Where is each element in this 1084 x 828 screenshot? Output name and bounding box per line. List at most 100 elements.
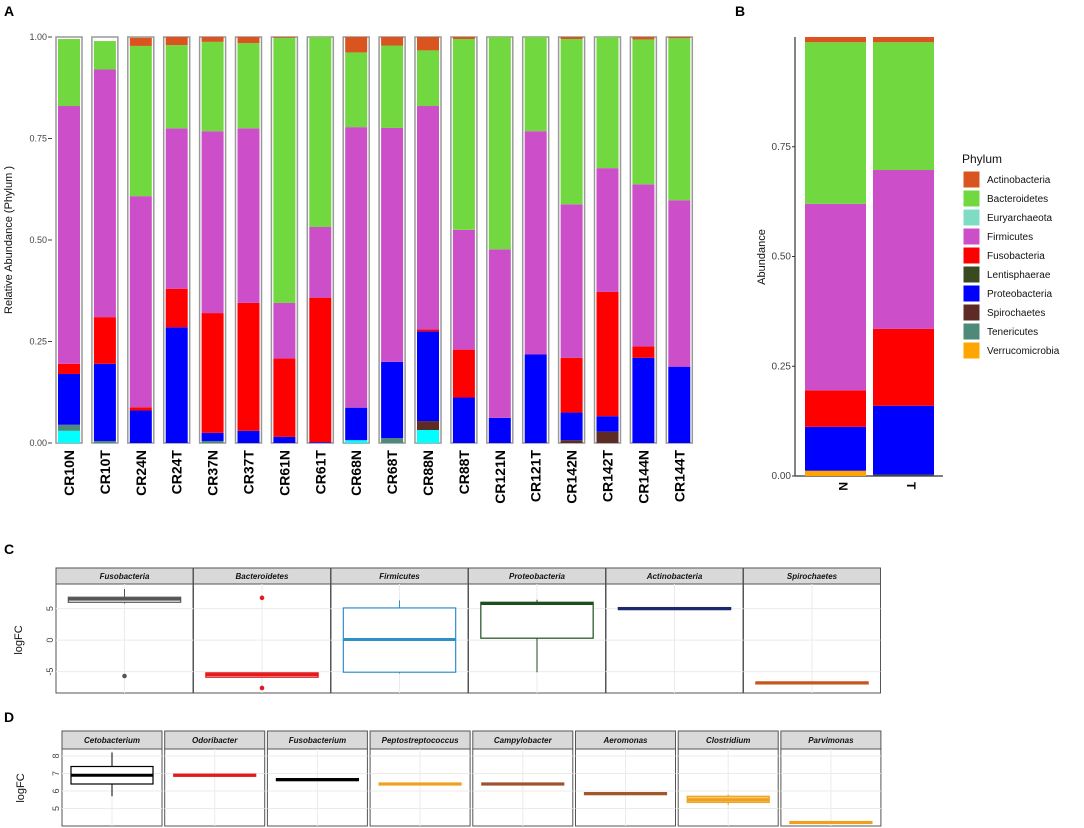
bar-segment bbox=[873, 170, 934, 329]
bar-segment bbox=[237, 128, 260, 303]
bar-segment bbox=[309, 442, 332, 443]
facet-label: Campylobacter bbox=[494, 736, 553, 745]
bar-segment bbox=[668, 200, 691, 367]
legend-key bbox=[962, 322, 981, 341]
bar-segment bbox=[58, 424, 80, 431]
bar-segment bbox=[873, 37, 934, 43]
y-tick-label: 5 bbox=[51, 806, 61, 811]
legend-key bbox=[962, 208, 981, 227]
legend-label: Euryarchaeota bbox=[987, 213, 1052, 224]
bar-segment bbox=[524, 131, 547, 355]
x-tick-label: CR142N bbox=[564, 450, 580, 504]
x-tick-label: CR37N bbox=[205, 450, 221, 496]
facet-label: Odoribacter bbox=[192, 736, 238, 745]
bar-segment bbox=[93, 363, 116, 441]
bar-segment bbox=[58, 363, 80, 374]
x-tick-label: CR121T bbox=[528, 450, 544, 503]
bar-segment bbox=[873, 42, 934, 171]
x-tick-label: CR61T bbox=[312, 450, 328, 495]
bar-segment bbox=[273, 37, 296, 303]
bar-segment bbox=[58, 39, 80, 107]
y-tick-label: 0.00 bbox=[29, 438, 47, 448]
bar-segment bbox=[345, 127, 368, 408]
bar-segment bbox=[632, 37, 655, 40]
y-tick-label: 0.75 bbox=[772, 142, 792, 153]
legend-label: Lentisphaerae bbox=[987, 270, 1051, 281]
panel-b-chart: 0.00 0.25 0.50 0.75 N T Actinobacteria Bacteroi… bbox=[772, 37, 1060, 491]
panel-label-d: D bbox=[4, 709, 14, 725]
bar-segment bbox=[309, 37, 332, 228]
legend-title: Phylum bbox=[962, 152, 1002, 166]
bar-segment bbox=[58, 430, 80, 443]
facet-label: Aeromonas bbox=[602, 736, 648, 745]
legend-label: Proteobacteria bbox=[987, 289, 1052, 300]
y-tick-label: 0.75 bbox=[29, 134, 47, 144]
bar-segment bbox=[632, 39, 655, 185]
legend-key bbox=[962, 170, 981, 189]
y-tick-label: -5 bbox=[45, 668, 55, 676]
bar-segment bbox=[805, 470, 866, 476]
x-tick-label: T bbox=[904, 482, 918, 490]
panel-label-c: C bbox=[4, 541, 14, 557]
legend-key bbox=[962, 227, 981, 246]
bar-segment bbox=[560, 412, 583, 441]
bar-segment bbox=[201, 41, 224, 132]
bar-segment bbox=[381, 45, 404, 128]
bar-segment bbox=[805, 203, 866, 391]
bar-segment bbox=[873, 405, 934, 475]
bar-segment bbox=[381, 361, 404, 439]
bar-segment bbox=[805, 37, 866, 43]
bar-segment bbox=[129, 410, 152, 443]
bar-segment bbox=[58, 106, 80, 364]
legend-label: Actinobacteria bbox=[987, 175, 1051, 186]
panel-d-y-label: logFC bbox=[15, 773, 27, 802]
x-tick-label: CR10T bbox=[97, 450, 113, 495]
y-tick-label: 0 bbox=[45, 638, 55, 643]
bar-segment bbox=[129, 37, 152, 46]
y-tick-label: 0.25 bbox=[772, 361, 792, 372]
legend-label: Bacteroidetes bbox=[987, 194, 1048, 205]
y-tick-label: 0.50 bbox=[29, 235, 47, 245]
x-tick-label: CR24T bbox=[169, 450, 185, 495]
bar-segment bbox=[596, 291, 619, 417]
bar-segment bbox=[165, 45, 188, 129]
y-tick-label: 0.50 bbox=[772, 252, 792, 263]
bar-segment bbox=[309, 227, 332, 298]
facet-label: Spirochaetes bbox=[787, 572, 838, 581]
bar-segment bbox=[632, 346, 655, 358]
x-tick-label: CR24N bbox=[133, 450, 149, 496]
box bbox=[480, 601, 594, 639]
bar-segment bbox=[58, 373, 80, 425]
y-tick-label: 5 bbox=[45, 606, 55, 611]
bar-segment bbox=[596, 416, 619, 432]
bar-segment bbox=[488, 37, 511, 250]
legend-key bbox=[962, 341, 981, 360]
facet-label: Parvimonas bbox=[808, 736, 854, 745]
x-tick-label: CR144T bbox=[671, 450, 687, 503]
legend-label: Tenericutes bbox=[987, 327, 1038, 338]
bar-segment bbox=[345, 440, 368, 443]
bar-segment bbox=[237, 430, 260, 443]
panel-a-y-label: Relative Abundance (Phylum ) bbox=[3, 166, 15, 314]
bar-segment bbox=[417, 331, 439, 422]
bar-segment bbox=[165, 327, 188, 443]
bar-segment bbox=[560, 39, 583, 205]
legend-key bbox=[962, 303, 981, 322]
x-tick-label: CR68T bbox=[384, 450, 400, 495]
bar-segment bbox=[668, 38, 691, 201]
bar-segment bbox=[524, 37, 547, 132]
bar-segment bbox=[805, 42, 866, 204]
bar-segment bbox=[632, 184, 655, 347]
x-tick-label: CR68N bbox=[348, 450, 364, 496]
bar-segment bbox=[201, 440, 224, 443]
bar-segment bbox=[560, 204, 583, 358]
bar-segment bbox=[201, 37, 224, 42]
outlier-point bbox=[122, 673, 127, 679]
bar-segment bbox=[668, 37, 691, 39]
facet-label: Peptostreptococcus bbox=[382, 736, 459, 745]
panel-label-b: B bbox=[735, 3, 745, 19]
bar-segment bbox=[345, 407, 368, 441]
bar-segment bbox=[201, 432, 224, 441]
bar-segment bbox=[417, 37, 439, 51]
bar-segment bbox=[596, 168, 619, 292]
